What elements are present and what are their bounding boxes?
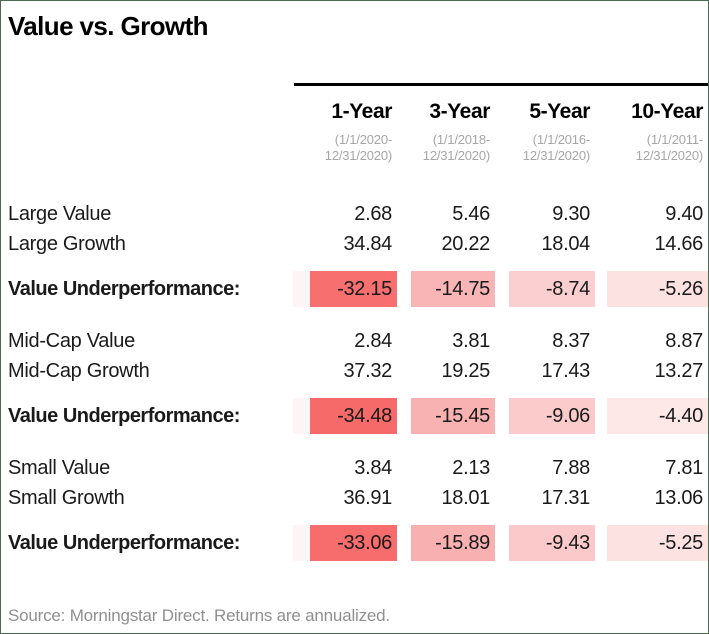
table-row: Large Growth 34.84 20.22 18.04 14.66 (1, 229, 708, 259)
underperformance-cell: -14.75 (411, 271, 495, 307)
return-cell: 19.25 (441, 359, 490, 382)
return-cell: 14.66 (654, 232, 703, 255)
row-label: Mid-Cap Growth (8, 359, 150, 382)
return-cell: 36.91 (343, 486, 392, 509)
column-period: (1/1/2018- (432, 132, 490, 147)
column-header-1-year: 1-Year (1/1/2020- 12/31/2020) (310, 100, 397, 164)
underperformance-cell: -5.26 (607, 271, 708, 307)
underperformance-row: Value Underperformance: -32.15 -14.75 -8… (1, 271, 708, 307)
band-strip (293, 398, 310, 434)
column-period: 12/31/2020) (635, 148, 703, 163)
return-cell: 3.81 (452, 329, 490, 352)
return-cell: 18.04 (541, 232, 590, 255)
return-cell: 17.43 (541, 359, 590, 382)
page-title: Value vs. Growth (8, 11, 209, 41)
underperformance-cell: -8.74 (509, 271, 595, 307)
return-cell: 13.06 (654, 486, 703, 509)
header-rule (294, 83, 708, 86)
return-cell: 37.32 (343, 359, 392, 382)
return-cell: 2.68 (354, 202, 392, 225)
underperformance-cell: -4.40 (607, 398, 708, 434)
return-cell: 34.84 (343, 232, 392, 255)
table-row: Large Value 2.68 5.46 9.30 9.40 (1, 199, 708, 229)
underperformance-label: Value Underperformance: (8, 277, 240, 300)
column-period: 12/31/2020) (522, 148, 590, 163)
return-cell: 13.27 (654, 359, 703, 382)
column-period: 12/31/2020) (422, 148, 490, 163)
return-cell: 9.40 (665, 202, 703, 225)
column-period: (1/1/2016- (532, 132, 590, 147)
return-cell: 9.30 (552, 202, 590, 225)
underperformance-row: Value Underperformance: -34.48 -15.45 -9… (1, 398, 708, 434)
underperformance-cell: -33.06 (310, 525, 397, 561)
underperformance-cell: -5.25 (607, 525, 708, 561)
underperformance-label: Value Underperformance: (8, 404, 240, 427)
return-cell: 8.87 (665, 329, 703, 352)
row-label: Small Value (8, 456, 110, 479)
return-cell: 7.88 (552, 456, 590, 479)
column-header-10-year: 10-Year (1/1/2011- 12/31/2020) (607, 100, 708, 164)
underperformance-row: Value Underperformance: -33.06 -15.89 -9… (1, 525, 708, 561)
group-mid-cap: Mid-Cap Value 2.84 3.81 8.37 8.87 Mid-Ca… (1, 326, 708, 434)
underperformance-cell: -9.06 (509, 398, 595, 434)
source-note: Source: Morningstar Direct. Returns are … (8, 606, 390, 625)
return-cell: 2.13 (452, 456, 490, 479)
return-cell: 18.01 (441, 486, 490, 509)
underperformance-cell: -34.48 (310, 398, 397, 434)
column-header-5-year: 5-Year (1/1/2016- 12/31/2020) (509, 100, 595, 164)
row-label: Large Value (8, 202, 112, 225)
return-cell: 7.81 (665, 456, 703, 479)
return-cell: 5.46 (452, 202, 490, 225)
return-cell: 8.37 (552, 329, 590, 352)
column-header-3-year: 3-Year (1/1/2018- 12/31/2020) (411, 100, 495, 164)
group-small: Small Value 3.84 2.13 7.88 7.81 Small Gr… (1, 453, 708, 561)
column-period: (1/1/2011- (646, 132, 704, 147)
table-row: Mid-Cap Value 2.84 3.81 8.37 8.87 (1, 326, 708, 356)
underperformance-cell: -32.15 (310, 271, 397, 307)
band-strip (293, 525, 310, 561)
return-cell: 20.22 (441, 232, 490, 255)
group-large: Large Value 2.68 5.46 9.30 9.40 Large Gr… (1, 199, 708, 307)
column-period: 12/31/2020) (324, 148, 392, 163)
column-period: (1/1/2020- (334, 132, 392, 147)
table-header-row: 1-Year (1/1/2020- 12/31/2020) 3-Year (1/… (1, 100, 708, 164)
table-row: Small Value 3.84 2.13 7.88 7.81 (1, 453, 708, 483)
row-label: Large Growth (8, 232, 126, 255)
return-cell: 2.84 (354, 329, 392, 352)
underperformance-cell: -9.43 (509, 525, 595, 561)
row-label: Small Growth (8, 486, 125, 509)
return-cell: 17.31 (541, 486, 590, 509)
underperformance-cell: -15.45 (411, 398, 495, 434)
header-spacer (293, 100, 310, 164)
table-row: Mid-Cap Growth 37.32 19.25 17.43 13.27 (1, 356, 708, 386)
table-row: Small Growth 36.91 18.01 17.31 13.06 (1, 483, 708, 513)
row-label: Mid-Cap Value (8, 329, 135, 352)
underperformance-label: Value Underperformance: (8, 531, 240, 554)
underperformance-cell: -15.89 (411, 525, 495, 561)
return-cell: 3.84 (354, 456, 392, 479)
band-strip (293, 271, 310, 307)
